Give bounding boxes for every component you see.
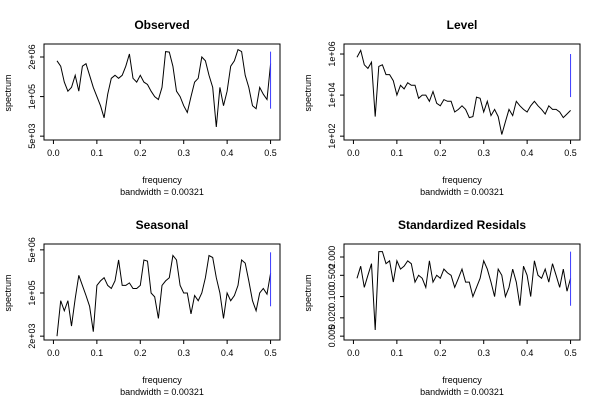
bandwidth-label: bandwidth = 0.00321: [120, 187, 204, 197]
y-tick-label: 0.100: [327, 285, 337, 308]
x-tick-label: 0.2: [134, 348, 147, 358]
y-tick-label: 0.005: [327, 325, 337, 348]
bandwidth-label: bandwidth = 0.00321: [120, 387, 204, 397]
y-axis-label: spectrum: [303, 74, 313, 111]
y-axis-label: spectrum: [3, 74, 13, 111]
x-tick-label: 0.4: [221, 148, 234, 158]
chart-panel-seasonal: Seasonal 0.0 0.1 0.2 0.3 0.4 0.5 2e+03 1e+05 5e…: [3, 218, 281, 397]
x-tick-label: 0.0: [347, 348, 360, 358]
x-tick-label: 0.3: [177, 348, 190, 358]
y-axis-label: spectrum: [3, 274, 13, 311]
x-tick-label: 0.5: [564, 148, 577, 158]
plot-frame: [343, 243, 581, 341]
x-tick-label: 0.2: [434, 148, 447, 158]
y-axis-label: spectrum: [303, 274, 313, 311]
x-tick-label: 0.3: [477, 148, 490, 158]
y-tick-label: 1e+06: [327, 41, 337, 66]
plot-frame: [43, 43, 281, 141]
y-tick-label: 1e+05: [27, 84, 37, 109]
y-tick-label: 0.020: [327, 307, 337, 330]
y-tick-label: 2.000: [327, 246, 337, 269]
y-tick-label: 5e+03: [27, 124, 37, 149]
x-axis-label: frequency: [442, 175, 482, 185]
x-tick-label: 0.0: [47, 148, 60, 158]
x-tick-label: 0.2: [134, 148, 147, 158]
x-tick-label: 0.4: [221, 348, 234, 358]
y-tick-label: 1e+05: [27, 280, 37, 305]
x-tick-label: 0.1: [391, 148, 404, 158]
series-line: [356, 49, 571, 135]
x-axis-label: frequency: [142, 175, 182, 185]
plot-frame: [343, 43, 581, 141]
chart-title: Observed: [134, 18, 189, 32]
y-tick-label: 2e+03: [27, 324, 37, 349]
plot-frame: [43, 243, 281, 341]
x-tick-label: 0.1: [91, 348, 104, 358]
x-tick-label: 0.0: [347, 148, 360, 158]
bandwidth-label: bandwidth = 0.00321: [420, 187, 504, 197]
chart-title: Level: [447, 18, 478, 32]
chart-title: Standardized Residals: [398, 218, 526, 232]
x-tick-label: 0.1: [91, 148, 104, 158]
y-tick-label: 2e+06: [27, 44, 37, 69]
x-tick-label: 0.3: [177, 148, 190, 158]
y-tick-label: 1e+02: [327, 124, 337, 149]
chart-panel-standardized-residuals: Standardized Residals 0.0 0.1 0.2 0.3 0.4 0.5…: [303, 218, 581, 397]
x-tick-label: 0.5: [264, 148, 277, 158]
bandwidth-label: bandwidth = 0.00321: [420, 387, 504, 397]
y-tick-label: 1e+04: [327, 82, 337, 107]
chart-title: Seasonal: [136, 218, 189, 232]
x-tick-label: 0.0: [47, 348, 60, 358]
chart-panel-level: Level 0.0 0.1 0.2 0.3 0.4 0.5 1e+02 1e+04 1e+06…: [303, 18, 581, 197]
x-axis-label: frequency: [442, 375, 482, 385]
y-tick-label: 5e+06: [27, 237, 37, 262]
y-tick-label: 0.500: [327, 264, 337, 287]
series-line: [56, 48, 272, 128]
x-tick-label: 0.4: [521, 148, 534, 158]
chart-panel-observed: Observed 0.0 0.1 0.2 0.3 0.4 0.5 5e+03 1e+05 2e…: [3, 18, 281, 197]
x-tick-label: 0.2: [434, 348, 447, 358]
series-line: [356, 251, 572, 331]
x-tick-label: 0.1: [391, 348, 404, 358]
x-tick-label: 0.4: [521, 348, 534, 358]
x-tick-label: 0.5: [564, 348, 577, 358]
x-tick-label: 0.3: [477, 348, 490, 358]
series-line: [56, 254, 272, 337]
x-axis-label: frequency: [142, 375, 182, 385]
x-tick-label: 0.5: [264, 348, 277, 358]
